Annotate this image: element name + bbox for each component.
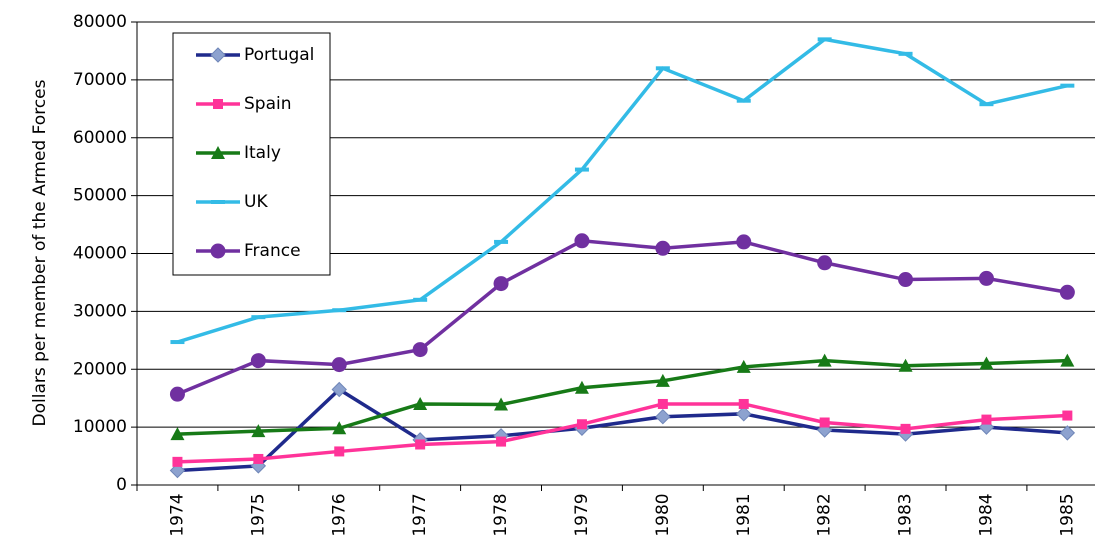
legend-marker	[211, 146, 225, 159]
x-tick-label: 1980	[653, 493, 673, 536]
point	[900, 423, 911, 434]
y-tick-label: 50000	[73, 186, 127, 206]
point	[412, 342, 428, 358]
x-tick-label: 1984	[976, 493, 996, 536]
legend-label: Portugal	[244, 45, 314, 65]
x-tick-label: 1977	[410, 493, 430, 536]
point	[169, 462, 186, 479]
point	[1060, 353, 1075, 367]
y-tick-label: 70000	[73, 70, 127, 90]
point	[170, 427, 185, 441]
point	[736, 234, 752, 250]
point	[332, 308, 347, 313]
point	[413, 297, 428, 302]
y-tick-label: 10000	[73, 417, 127, 437]
point	[413, 396, 428, 410]
point	[574, 167, 589, 172]
x-tick-label: 1979	[572, 493, 592, 536]
legend-label: Spain	[244, 94, 292, 114]
point	[172, 456, 183, 467]
point	[898, 272, 914, 288]
point	[981, 414, 992, 425]
legend: Portugal Spain Italy UK France	[172, 32, 331, 276]
point	[978, 270, 994, 286]
point	[1059, 284, 1075, 300]
x-tick-label: 1978	[491, 493, 511, 536]
legend-label: Italy	[244, 143, 281, 163]
y-tick-label: 20000	[73, 359, 127, 379]
point	[819, 417, 830, 428]
point	[657, 398, 668, 409]
series-line	[176, 238, 1068, 396]
point	[979, 356, 994, 370]
point	[251, 315, 266, 320]
point	[331, 357, 347, 373]
point	[898, 51, 913, 56]
y-axis-label: Dollars per member of the Armed Forces	[30, 79, 50, 426]
point	[898, 358, 913, 372]
point	[334, 446, 345, 457]
x-tick-label: 1976	[329, 493, 349, 536]
x-tick-label: 1974	[167, 493, 187, 536]
point	[1060, 83, 1075, 88]
series-line	[177, 358, 1068, 436]
point	[817, 353, 832, 367]
series-line	[177, 387, 1068, 473]
point	[494, 239, 509, 244]
y-tick-label: 60000	[73, 128, 127, 148]
point	[496, 436, 507, 447]
y-tick-label: 80000	[73, 12, 127, 32]
point	[979, 102, 994, 107]
point	[493, 276, 509, 292]
point	[576, 419, 587, 430]
point	[738, 398, 749, 409]
x-tick-label: 1982	[815, 493, 835, 536]
point	[736, 406, 752, 422]
point	[1062, 410, 1073, 421]
point	[250, 353, 266, 369]
x-tick-label: 1981	[734, 493, 754, 536]
point	[655, 409, 671, 425]
point	[1059, 425, 1076, 441]
point	[574, 380, 589, 394]
point	[331, 381, 347, 398]
point	[736, 359, 751, 373]
point	[655, 373, 670, 387]
x-tick-label: 1975	[248, 493, 268, 536]
point	[253, 453, 264, 464]
point	[251, 424, 266, 438]
series-line	[176, 37, 1068, 344]
point	[415, 439, 426, 450]
point	[655, 66, 670, 71]
point	[655, 240, 671, 256]
point	[736, 98, 751, 103]
point	[332, 421, 347, 435]
y-tick-label: 30000	[73, 301, 127, 321]
series-line	[177, 402, 1068, 464]
legend-marker	[210, 243, 226, 259]
point	[574, 233, 590, 249]
legend-label: France	[244, 241, 301, 261]
point	[169, 386, 185, 402]
point	[817, 37, 832, 42]
x-tick-label: 1985	[1057, 493, 1077, 536]
point	[170, 340, 185, 345]
y-tick-label: 40000	[73, 244, 127, 264]
point	[817, 255, 833, 271]
legend-marker	[213, 99, 223, 109]
x-tick-label: 1983	[896, 493, 916, 536]
point	[494, 397, 509, 411]
legend-marker	[210, 47, 226, 63]
legend-marker	[211, 200, 225, 204]
y-tick-label: 0	[116, 475, 127, 495]
legend-label: UK	[244, 192, 268, 212]
